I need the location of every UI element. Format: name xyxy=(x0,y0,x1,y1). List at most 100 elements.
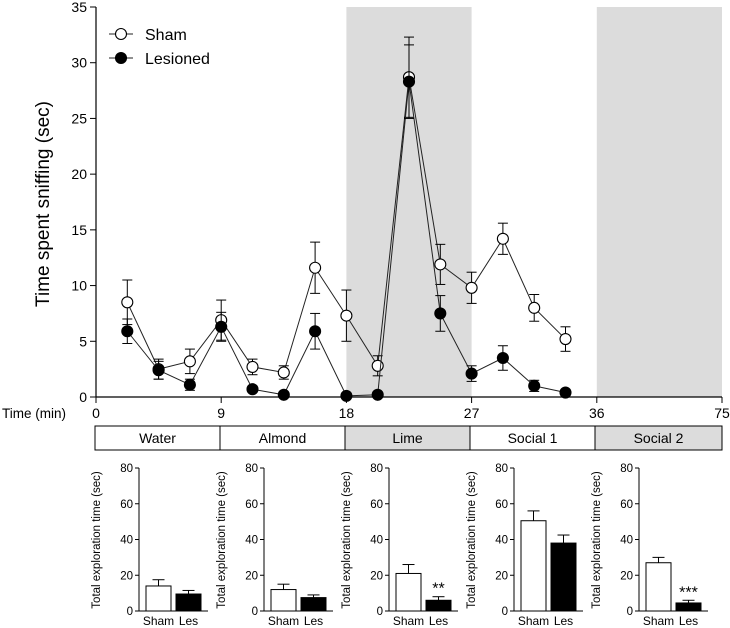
data-point xyxy=(215,320,228,333)
bar-chart-water: Total exploration time (sec) 0 20 40 60 80 Sha… xyxy=(91,463,208,628)
data-point xyxy=(277,388,290,401)
bar-y-tick-label: 40 xyxy=(245,535,258,547)
data-point xyxy=(121,325,134,338)
bar-y-axis-label: Total exploration time (sec) xyxy=(341,471,353,609)
data-point xyxy=(183,378,196,391)
data-point xyxy=(246,360,259,373)
x-tick-label: 36 xyxy=(589,405,605,421)
line-chart: 0 5 10 15 20 25 30 35 0 9 18 27 36 75 Time spent snif… xyxy=(2,0,730,421)
data-point xyxy=(496,232,509,245)
bar-chart-almond: Total exploration time (sec) 0 20 40 60 80 Sha… xyxy=(216,463,333,628)
block-social-1-label: Social 1 xyxy=(508,430,558,446)
data-point xyxy=(183,355,196,368)
x-tick-label: 27 xyxy=(464,405,480,421)
y-tick-label: 25 xyxy=(71,110,87,126)
bar-category-label: Les xyxy=(429,614,448,628)
data-point xyxy=(465,281,478,294)
bar-y-tick-label: 0 xyxy=(627,606,633,618)
bar-y-tick-label: 80 xyxy=(245,463,258,475)
bar-category-label: Sham xyxy=(143,614,174,628)
bar-sham xyxy=(645,562,672,612)
data-point xyxy=(559,386,572,399)
x-tick-label: 9 xyxy=(217,405,225,421)
bar-les xyxy=(300,597,327,612)
legend-sham-label: Sham xyxy=(145,27,187,44)
x-axis-label: Time (min) xyxy=(2,406,66,421)
bar-category-label: Sham xyxy=(393,614,424,628)
block-almond xyxy=(219,425,346,451)
bar-y-tick-label: 80 xyxy=(620,463,633,475)
bar-y-tick-label: 60 xyxy=(245,499,258,511)
bar-les xyxy=(550,542,577,612)
bar-y-tick-label: 60 xyxy=(370,499,383,511)
y-tick-label: 30 xyxy=(71,55,87,71)
significance-annotation: ** xyxy=(432,581,444,598)
block-lime-label: Lime xyxy=(392,430,423,446)
data-point xyxy=(277,366,290,379)
data-point xyxy=(246,383,259,396)
y-tick-label: 15 xyxy=(71,222,87,238)
x-tick-label: 75 xyxy=(714,405,730,421)
bar-category-label: Les xyxy=(554,614,573,628)
bar-y-tick-label: 40 xyxy=(120,535,133,547)
bar-category-label: Sham xyxy=(268,614,299,628)
bar-les xyxy=(675,602,702,612)
shaded-block-1 xyxy=(596,7,722,397)
bar-y-tick-label: 60 xyxy=(120,499,133,511)
block-almond-label: Almond xyxy=(259,430,306,446)
x-tick-label: 0 xyxy=(92,405,100,421)
bar-sham xyxy=(145,585,172,612)
data-point xyxy=(152,364,165,377)
bar-y-tick-label: 40 xyxy=(370,535,383,547)
bar-les xyxy=(175,593,202,612)
bar-y-tick-label: 0 xyxy=(252,606,258,618)
bar-y-tick-label: 40 xyxy=(620,535,633,547)
data-point xyxy=(402,75,416,88)
bar-chart-social-2: Total exploration time (sec) 0 20 40 60 80 Sha… xyxy=(591,463,708,628)
data-point xyxy=(465,367,478,380)
y-tick-label: 0 xyxy=(79,389,87,405)
block-social-1 xyxy=(469,425,596,451)
y-tick-label: 35 xyxy=(71,0,87,15)
bar-y-tick-label: 60 xyxy=(495,499,508,511)
data-point xyxy=(434,258,447,271)
bar-category-label: Les xyxy=(179,614,198,628)
shaded-blocks xyxy=(346,7,722,397)
bar-y-axis-label: Total exploration time (sec) xyxy=(591,471,603,609)
legend-sham-marker xyxy=(114,27,128,41)
legend-lesioned-marker xyxy=(114,51,128,65)
bar-category-label: Sham xyxy=(518,614,549,628)
block-label-bar: Water Almond Lime Social 1 Social 2 xyxy=(94,425,723,451)
bar-y-tick-label: 0 xyxy=(502,606,508,618)
bar-sham xyxy=(395,572,422,612)
significance-annotation: *** xyxy=(679,584,698,601)
y-tick-label: 20 xyxy=(71,166,87,182)
bar-y-tick-label: 0 xyxy=(377,606,383,618)
block-water-label: Water xyxy=(139,430,176,446)
legend: Sham Lesioned xyxy=(109,27,210,68)
bar-y-tick-label: 80 xyxy=(120,463,133,475)
bar-y-tick-label: 80 xyxy=(370,463,383,475)
bar-y-tick-label: 40 xyxy=(495,535,508,547)
data-point xyxy=(340,309,353,322)
main-axes: 0 5 10 15 20 25 30 35 0 9 18 27 36 75 xyxy=(71,0,730,421)
bar-y-tick-label: 20 xyxy=(620,570,633,582)
series-layer xyxy=(121,36,572,402)
series-sham xyxy=(121,36,572,380)
y-axis-label: Time spent sniffing (sec) xyxy=(33,101,54,307)
bar-chart-social-1: Total exploration time (sec) 0 20 40 60 80 Sha… xyxy=(466,463,583,628)
data-point xyxy=(496,351,509,365)
data-point xyxy=(434,307,447,320)
bar-y-tick-label: 20 xyxy=(370,570,383,582)
block-social-2-label: Social 2 xyxy=(634,430,684,446)
bar-y-tick-label: 20 xyxy=(495,570,508,582)
legend-lesioned-label: Lesioned xyxy=(145,51,210,68)
data-point xyxy=(309,325,322,338)
bar-sham xyxy=(270,589,297,612)
bar-sham xyxy=(520,520,547,612)
data-point xyxy=(371,359,384,372)
data-point xyxy=(528,301,541,314)
bar-category-label: Les xyxy=(304,614,323,628)
bar-charts: Total exploration time (sec) 0 20 40 60 80 Sha… xyxy=(91,463,708,628)
y-tick-label: 10 xyxy=(71,278,87,294)
